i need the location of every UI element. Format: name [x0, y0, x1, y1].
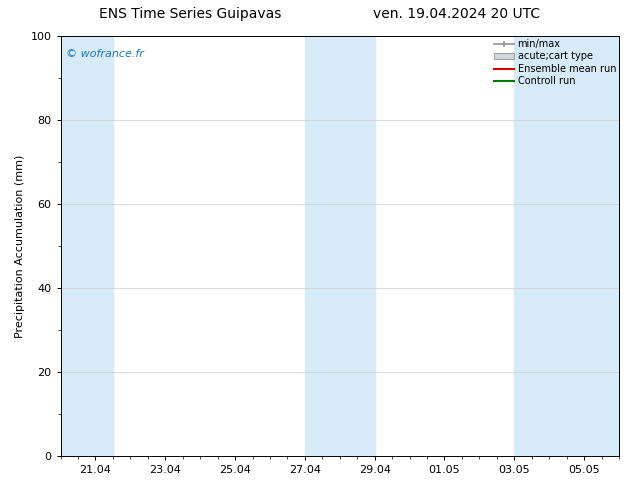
Bar [61, 36, 113, 456]
Bar [305, 36, 375, 456]
Y-axis label: Precipitation Accumulation (mm): Precipitation Accumulation (mm) [15, 154, 25, 338]
Text: ENS Time Series Guipavas: ENS Time Series Guipavas [99, 7, 281, 22]
Text: ven. 19.04.2024 20 UTC: ven. 19.04.2024 20 UTC [373, 7, 540, 22]
Bar [514, 36, 619, 456]
Text: © wofrance.fr: © wofrance.fr [66, 49, 144, 59]
Legend: min/max, acute;cart type, Ensemble mean run, Controll run: min/max, acute;cart type, Ensemble mean … [493, 37, 618, 88]
